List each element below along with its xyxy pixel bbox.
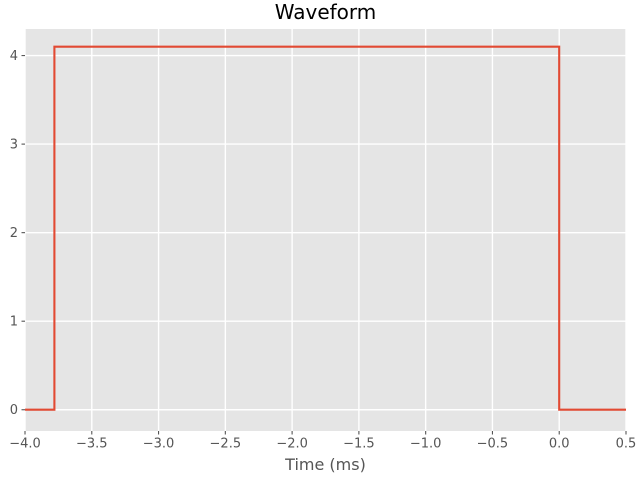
x-tick-label: −1.5: [343, 437, 375, 452]
x-tick-label: 0.0: [549, 437, 570, 452]
plot-area: [25, 29, 626, 431]
y-tick-label: 0: [10, 403, 18, 418]
series-pulse: [25, 45, 626, 411]
x-tick-label: −1.0: [410, 437, 442, 452]
x-tick-label: −2.0: [276, 437, 308, 452]
y-tick-label: 1: [10, 315, 18, 330]
x-tick-label: −0.5: [477, 437, 509, 452]
x-tick-label: −3.0: [143, 437, 175, 452]
x-tick-label: −2.5: [210, 437, 242, 452]
x-axis-label: Time (ms): [285, 455, 366, 474]
x-tick-label: −4.0: [9, 437, 41, 452]
x-tick-label: 0.5: [616, 437, 637, 452]
x-tick-label: −3.5: [76, 437, 108, 452]
y-tick-label: 4: [10, 49, 18, 64]
y-tick-label: 2: [10, 226, 18, 241]
y-tick-label: 3: [10, 138, 18, 153]
chart-title: Waveform: [274, 0, 377, 24]
